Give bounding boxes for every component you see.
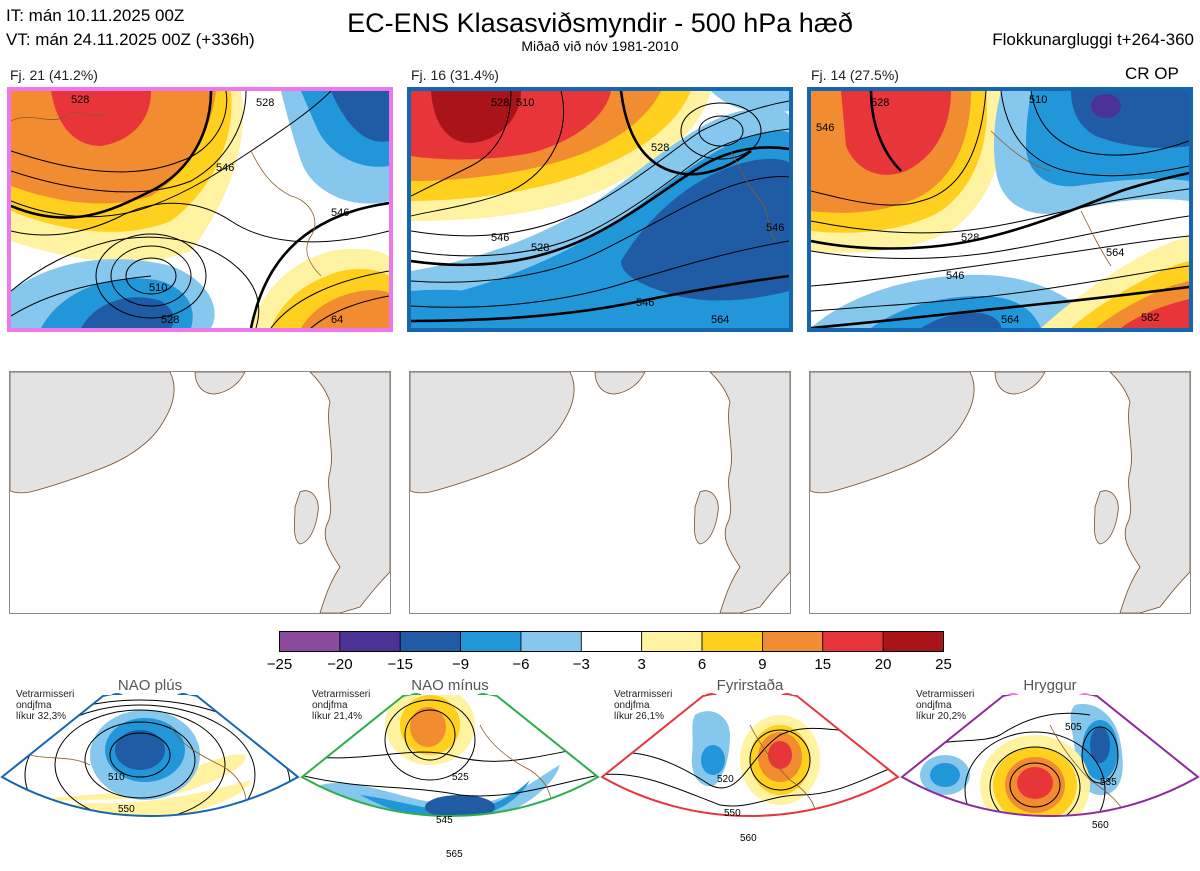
colorbar-swatch xyxy=(762,631,824,652)
colorbar-swatch xyxy=(822,631,884,652)
cluster-2-contour-label: 546 xyxy=(766,222,784,234)
cluster-window: Flokkunargluggi t+264-360 xyxy=(992,30,1194,49)
cluster-2-map: 546 528 510 528 546 546 564 528 xyxy=(407,87,793,332)
colorbar-tick-label: −3 xyxy=(572,656,590,673)
colorbar-tick-label: −15 xyxy=(387,656,413,673)
colorbar-swatch xyxy=(701,631,763,652)
regime-1-contour-label: 550 xyxy=(118,804,135,815)
regime-1-map: 510 550 xyxy=(0,695,300,818)
colorbar-tick-label: 3 xyxy=(637,656,646,673)
regime-2-title: NAO mínus xyxy=(411,677,489,694)
cluster-2-contour-label: 528 xyxy=(651,142,669,154)
cluster-2-contour-label: 528 xyxy=(531,242,549,254)
regime-4-contour-label: 535 xyxy=(1100,777,1117,788)
blank-map-2 xyxy=(409,371,791,614)
cluster-3-map: 546 528 510 528 546 564 564 582 xyxy=(807,87,1193,332)
colorbar-tick-label: 15 xyxy=(814,656,832,673)
colorbar-swatch xyxy=(641,631,703,652)
cluster-3-contour-label: 528 xyxy=(871,97,889,109)
colorbar-swatch xyxy=(882,631,944,652)
colorbar-tick-label: −25 xyxy=(266,656,293,673)
colorbar-tick-label: −6 xyxy=(512,656,530,673)
colorbar-tick-label: 9 xyxy=(758,656,767,673)
colorbar-tick-label: 6 xyxy=(697,656,707,673)
colorbar-swatch xyxy=(460,631,522,652)
cluster-2-contour-label: 510 xyxy=(516,97,534,109)
operational-label: CR OP xyxy=(1125,64,1179,83)
regime-3-map: 520 550 560 xyxy=(600,695,900,844)
colorbar-tick-label: 20 xyxy=(874,656,892,673)
cluster-2-contour-label: 546 xyxy=(636,297,654,309)
cluster-2-contour-label: 528 xyxy=(491,97,509,109)
colorbar-tick-label: −20 xyxy=(327,656,353,673)
colorbar-swatch xyxy=(580,631,643,652)
cluster-1-contour-label: 510 xyxy=(149,282,167,294)
regime-4-contour-label: 505 xyxy=(1065,722,1082,733)
cluster-2-contour-label: 546 xyxy=(491,232,509,244)
regime-1-stats: Vetrarmisseri ondjfma líkur 32,3% xyxy=(16,689,75,722)
regime-4-contour-label: 560 xyxy=(1092,820,1109,831)
regime-3-contour-label: 560 xyxy=(740,833,757,844)
blank-map-3 xyxy=(809,371,1191,614)
cluster-3-contour-label: 564 xyxy=(1106,247,1124,259)
colorbar-swatch xyxy=(399,631,461,652)
regime-1-title: NAO plús xyxy=(117,677,183,694)
cluster-3-contour-label: 564 xyxy=(1001,314,1019,326)
cluster-1-contour-label: 528 xyxy=(71,94,89,106)
regime-2-contour-label: 545 xyxy=(436,815,453,826)
cluster-1-contour-label: 546 xyxy=(216,162,234,174)
regime-1-contour-label: 510 xyxy=(108,772,125,783)
cluster-3-contour-label: 582 xyxy=(1141,312,1159,324)
cluster-3-contour-label: 546 xyxy=(816,122,834,134)
init-time: IT: mán 10.11.2025 00Z xyxy=(6,6,185,25)
regime-4-title: Hryggur xyxy=(1023,677,1077,694)
regime-3-contour-label: 520 xyxy=(717,774,734,785)
colorbar-tick-label: −9 xyxy=(452,656,470,673)
cluster-2-label: Fj. 16 (31.4%) xyxy=(411,67,499,83)
cluster-1-contour-label: 546 xyxy=(331,207,349,219)
cluster-3-contour-label: 546 xyxy=(946,270,964,282)
regime-4-stats: Vetrarmisseri ondjfma líkur 20,2% xyxy=(916,689,975,722)
blank-map-1 xyxy=(9,371,391,614)
cluster-2-contour-label: 564 xyxy=(711,314,729,326)
colorbar-swatch xyxy=(339,631,401,652)
cluster-1-label: Fj. 21 (41.2%) xyxy=(10,67,98,83)
regime-2-contour-label: 525 xyxy=(452,772,469,783)
colorbar-swatch xyxy=(279,631,341,652)
regime-2-stats: Vetrarmisseri ondjfma líkur 21,4% xyxy=(312,689,371,722)
cluster-3-contour-label: 528 xyxy=(961,232,979,244)
cluster-1-map: 510 528 546 528 546 64 528 xyxy=(7,87,393,332)
cluster-3-label: Fj. 14 (27.5%) xyxy=(811,67,899,83)
regime-2-map: 525 545 565 xyxy=(300,695,600,860)
cluster-3-contour-label: 510 xyxy=(1029,94,1047,106)
regime-2-contour-label: 565 xyxy=(446,849,463,860)
cluster-1-contour-label: 64 xyxy=(331,314,343,326)
regime-3-contour-label: 550 xyxy=(724,808,741,819)
page-subtitle: Miðað við nóv 1981-2010 xyxy=(521,38,679,54)
cluster-1-contour-label: 528 xyxy=(161,314,179,326)
regime-3-title: Fyrirstaða xyxy=(716,677,784,694)
regime-3-stats: Vetrarmisseri ondjfma líkur 26,1% xyxy=(614,689,673,722)
page-title: EC-ENS Klasasviðsmyndir - 500 hPa hæð xyxy=(347,8,853,38)
colorbar-swatch xyxy=(520,631,582,652)
colorbar-tick-label: 25 xyxy=(935,656,952,673)
regime-4-map: 505 535 560 xyxy=(900,695,1200,831)
colorbar xyxy=(279,631,944,652)
cluster-1-contour-label: 528 xyxy=(256,97,274,109)
valid-time: VT: mán 24.11.2025 00Z (+336h) xyxy=(6,30,255,49)
